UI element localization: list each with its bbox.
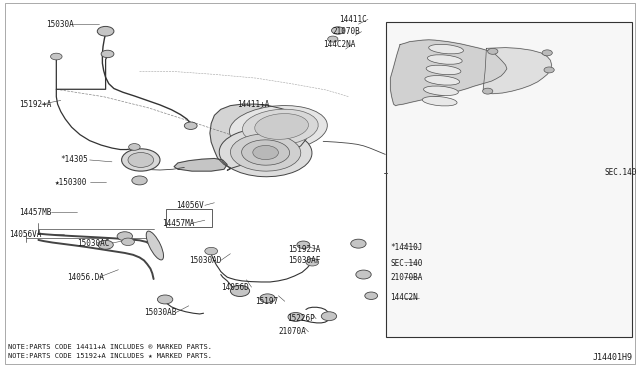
Circle shape <box>132 176 147 185</box>
Circle shape <box>332 27 344 34</box>
Ellipse shape <box>243 109 318 145</box>
Text: 14056V: 14056V <box>176 201 204 210</box>
Text: *14305: *14305 <box>61 155 88 164</box>
Circle shape <box>488 48 498 54</box>
Text: 14056D: 14056D <box>221 283 248 292</box>
Text: 144C2N: 144C2N <box>390 293 418 302</box>
Circle shape <box>157 295 173 304</box>
Ellipse shape <box>253 145 278 160</box>
Circle shape <box>351 239 366 248</box>
Text: SEC.140: SEC.140 <box>390 259 423 267</box>
Text: 21070A: 21070A <box>278 327 306 336</box>
Circle shape <box>328 36 338 42</box>
Ellipse shape <box>230 134 301 171</box>
Text: 14411C: 14411C <box>339 15 367 24</box>
Circle shape <box>205 247 218 255</box>
Text: ★150300: ★150300 <box>54 178 87 187</box>
Text: NOTE:PARTS CODE 14411+A INCLUDES ® MARKED PARTS.: NOTE:PARTS CODE 14411+A INCLUDES ® MARKE… <box>8 344 212 350</box>
Circle shape <box>97 26 114 36</box>
Ellipse shape <box>242 140 289 165</box>
Polygon shape <box>483 48 552 94</box>
Circle shape <box>117 232 132 241</box>
Text: 15192+A: 15192+A <box>19 100 52 109</box>
Circle shape <box>98 240 113 249</box>
Text: 15030AB: 15030AB <box>144 308 177 317</box>
Text: 15226P: 15226P <box>287 314 314 323</box>
Text: *14410J: *14410J <box>390 243 423 252</box>
Circle shape <box>260 294 275 303</box>
Text: 14056.DA: 14056.DA <box>67 273 104 282</box>
Circle shape <box>51 53 62 60</box>
Circle shape <box>122 238 134 246</box>
Text: 21070BA: 21070BA <box>390 273 423 282</box>
Ellipse shape <box>424 86 458 96</box>
Ellipse shape <box>230 106 327 151</box>
Ellipse shape <box>422 96 457 106</box>
Circle shape <box>122 149 160 171</box>
Text: 15197: 15197 <box>255 297 278 306</box>
Text: NOTE:PARTS CODE 15192+A INCLUDES ★ MARKED PARTS.: NOTE:PARTS CODE 15192+A INCLUDES ★ MARKE… <box>8 353 212 359</box>
Circle shape <box>542 50 552 56</box>
Text: 21070B: 21070B <box>333 27 360 36</box>
Bar <box>386 22 632 337</box>
Circle shape <box>129 144 140 150</box>
Circle shape <box>101 50 114 58</box>
Circle shape <box>128 153 154 167</box>
Circle shape <box>230 285 250 296</box>
Circle shape <box>288 312 303 321</box>
Text: 144C2NA: 144C2NA <box>323 40 356 49</box>
Ellipse shape <box>429 44 463 54</box>
Circle shape <box>321 312 337 321</box>
Circle shape <box>544 67 554 73</box>
Ellipse shape <box>255 113 308 140</box>
Text: 15030A: 15030A <box>46 20 74 29</box>
Ellipse shape <box>146 231 164 260</box>
Circle shape <box>306 259 319 266</box>
Text: 15030AD: 15030AD <box>189 256 221 265</box>
Text: 14411+A: 14411+A <box>237 100 269 109</box>
Circle shape <box>365 292 378 299</box>
Circle shape <box>297 241 310 248</box>
Bar <box>166 209 212 227</box>
Text: 15192JA: 15192JA <box>288 245 321 254</box>
Text: SEC.140: SEC.140 <box>604 169 637 177</box>
Polygon shape <box>390 40 507 106</box>
Ellipse shape <box>220 128 312 177</box>
Text: 15030AC: 15030AC <box>77 239 109 248</box>
Text: 14457MA: 14457MA <box>162 219 195 228</box>
Text: 14457MB: 14457MB <box>19 208 52 217</box>
Polygon shape <box>174 158 227 171</box>
Ellipse shape <box>428 55 462 64</box>
Polygon shape <box>210 104 308 170</box>
Circle shape <box>356 270 371 279</box>
Circle shape <box>184 122 197 129</box>
Circle shape <box>483 88 493 94</box>
Ellipse shape <box>425 76 460 85</box>
Text: J14401H9: J14401H9 <box>593 353 632 362</box>
Text: 14056VA: 14056VA <box>10 230 42 239</box>
Text: 15030AF: 15030AF <box>288 256 321 265</box>
Ellipse shape <box>426 65 461 75</box>
